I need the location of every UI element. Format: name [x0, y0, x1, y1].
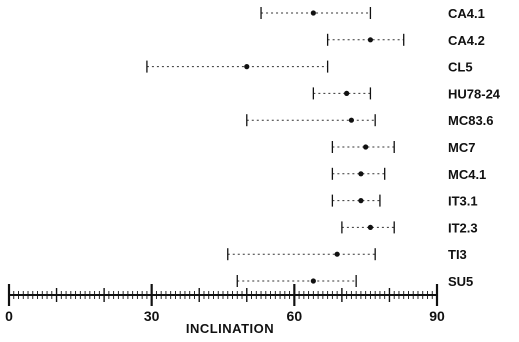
x-axis: INCLINATION 0 30 60 90	[5, 284, 445, 336]
mean-point	[367, 224, 374, 230]
series-label: SU5	[448, 274, 473, 289]
series-label: IT2.3	[448, 220, 478, 235]
interval-row: MC4.1	[331, 167, 486, 182]
x-axis-title: INCLINATION	[186, 321, 274, 336]
tick-label: 60	[287, 308, 303, 324]
mean-point	[310, 10, 316, 16]
series-label: IT3.1	[448, 194, 478, 209]
tick-label: 0	[5, 308, 13, 324]
series-label: MC83.6	[448, 113, 494, 128]
interval-row: CA4.1	[260, 6, 485, 21]
interval-row: MC7	[331, 140, 475, 155]
series-label: CL5	[448, 60, 473, 75]
mean-point	[348, 117, 354, 123]
interval-row: CA4.2	[326, 33, 485, 48]
tick-label: 90	[429, 308, 445, 324]
interval-row: CL5	[146, 60, 473, 75]
interval-row: TI3	[227, 247, 467, 262]
series-label: MC7	[448, 140, 475, 155]
interval-row: SU5	[236, 274, 473, 289]
mean-point	[367, 37, 374, 43]
mean-point	[363, 144, 369, 150]
interval-row: IT3.1	[331, 194, 478, 209]
series-label: TI3	[448, 247, 467, 262]
mean-point	[358, 171, 364, 177]
mean-point	[310, 278, 316, 284]
series-label: CA4.2	[448, 33, 485, 48]
mean-point	[334, 251, 340, 257]
mean-point	[244, 64, 250, 70]
tick-label: 30	[144, 308, 160, 324]
series-layer: CA4.1 CA4.2 CL5 HU78-24 MC83.6 MC7 MC4.1 IT3.1 I…	[146, 6, 501, 289]
interval-row: MC83.6	[246, 113, 494, 128]
mean-point	[358, 198, 364, 204]
series-label: MC4.1	[448, 167, 486, 182]
mean-point	[344, 90, 350, 96]
interval-row: HU78-24	[312, 86, 501, 101]
series-label: CA4.1	[448, 6, 485, 21]
interval-row: IT2.3	[341, 220, 478, 235]
series-label: HU78-24	[448, 86, 501, 101]
